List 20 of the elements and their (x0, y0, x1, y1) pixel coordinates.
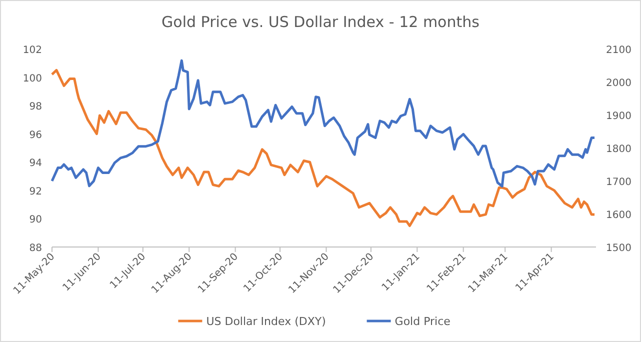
line-series (50, 68, 596, 228)
y-tick-label: 88 (29, 243, 42, 254)
y2-tick-label: 1500 (606, 243, 632, 254)
y2-tick-label: 1600 (606, 210, 632, 221)
y-tick-label: 100 (22, 73, 42, 84)
y-tick-label: 90 (29, 214, 42, 226)
y2-tick-label: 1900 (606, 111, 632, 122)
chart-title: Gold Price vs. US Dollar Index - 12 months (162, 13, 480, 31)
y2-tick-label: 2100 (606, 45, 632, 56)
y-tick-label: 94 (29, 158, 42, 170)
y-tick-label: 92 (29, 186, 42, 198)
y2-tick-label: 2000 (606, 78, 632, 89)
line-series (50, 59, 596, 188)
y2-tick-label: 1700 (606, 177, 632, 188)
y-tick-label: 98 (29, 102, 42, 113)
y-tick-label: 96 (29, 130, 42, 141)
y-tick-label: 102 (22, 45, 42, 56)
legend-label: Gold Price (394, 315, 451, 328)
legend-label: US Dollar Index (DXY) (206, 315, 326, 328)
y2-tick-label: 1800 (606, 144, 632, 155)
